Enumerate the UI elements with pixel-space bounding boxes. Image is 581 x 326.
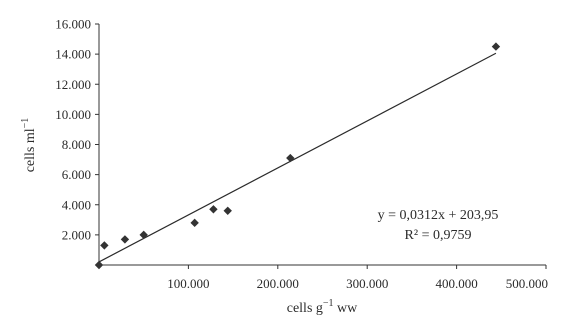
x-axis-title-suffix: ww bbox=[334, 301, 359, 316]
y-axis-ticks: 2.000 4.000 6.000 8.000 10.000 12.000 14.000 16… bbox=[55, 17, 99, 242]
y-tick-label: 10.000 bbox=[55, 107, 91, 122]
x-axis-title: cells g−1 ww bbox=[287, 298, 358, 316]
y-tick-label: 16.000 bbox=[55, 17, 91, 32]
data-point bbox=[286, 153, 295, 163]
data-point bbox=[139, 230, 148, 240]
y-axis-title-base: cells ml bbox=[23, 128, 38, 172]
x-axis-title-base: cells g bbox=[287, 301, 323, 316]
x-tick-label: 500.000 bbox=[506, 276, 548, 291]
data-point bbox=[209, 205, 218, 214]
data-point bbox=[491, 42, 501, 51]
x-tick-label: 200.000 bbox=[257, 276, 299, 291]
data-points bbox=[94, 42, 501, 270]
y-axis-title: cells ml−1 bbox=[20, 118, 38, 173]
y-tick-label: 12.000 bbox=[55, 77, 91, 92]
x-axis-title-superscript: −1 bbox=[323, 298, 334, 309]
y-tick-label: 2.000 bbox=[62, 227, 91, 242]
data-point bbox=[94, 260, 104, 270]
x-axis-ticks: 100.000 200.000 300.000 400.000 500.000 bbox=[167, 265, 548, 291]
data-point bbox=[120, 235, 130, 244]
y-tick-label: 6.000 bbox=[62, 167, 91, 182]
x-tick-label: 300.000 bbox=[346, 276, 388, 291]
data-point bbox=[100, 241, 109, 250]
trendline bbox=[98, 52, 497, 263]
y-axis-title-superscript: −1 bbox=[20, 118, 31, 129]
y-tick-label: 14.000 bbox=[55, 47, 91, 62]
data-point bbox=[190, 218, 199, 228]
x-tick-label: 100.000 bbox=[167, 276, 209, 291]
x-tick-label: 400.000 bbox=[435, 276, 477, 291]
data-point bbox=[223, 206, 232, 215]
y-tick-label: 8.000 bbox=[62, 137, 91, 152]
trendline-equation: y = 0,0312x + 203,95 bbox=[378, 208, 499, 223]
r-squared-label: R² = 0,9759 bbox=[405, 228, 472, 243]
y-tick-label: 4.000 bbox=[62, 197, 91, 212]
